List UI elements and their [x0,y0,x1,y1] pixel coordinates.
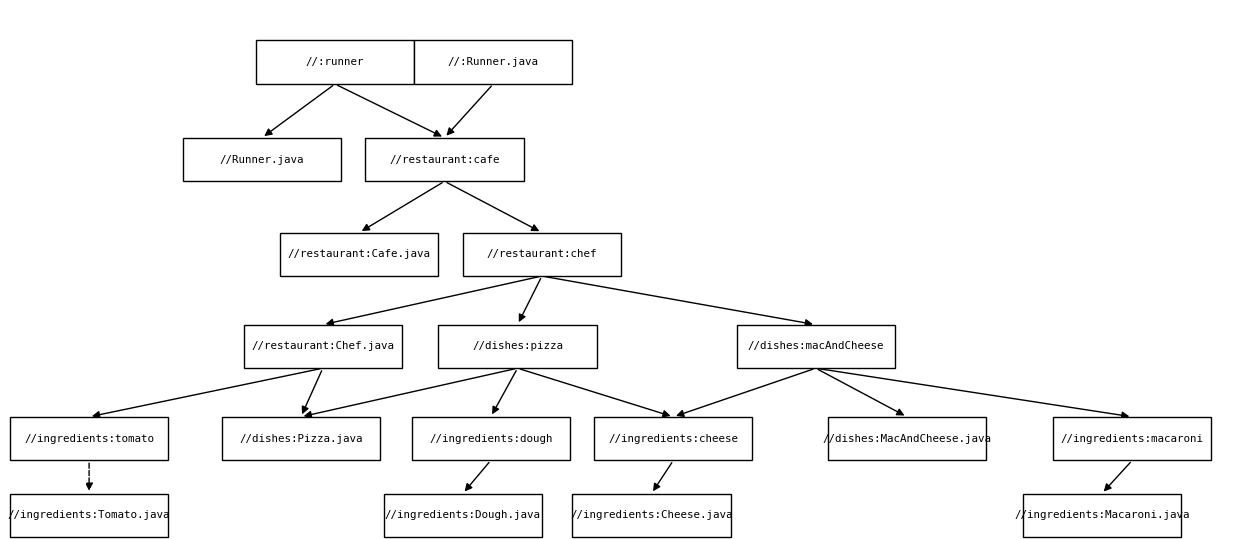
Text: //ingredients:Macaroni.java: //ingredients:Macaroni.java [1013,510,1190,521]
FancyBboxPatch shape [438,324,596,368]
Text: //restaurant:chef: //restaurant:chef [487,249,597,259]
FancyBboxPatch shape [1053,417,1211,460]
FancyBboxPatch shape [384,494,542,537]
Text: //restaurant:Cafe.java: //restaurant:Cafe.java [288,249,431,259]
Text: //dishes:macAndCheese: //dishes:macAndCheese [748,341,884,351]
FancyBboxPatch shape [243,324,402,368]
Text: //ingredients:Dough.java: //ingredients:Dough.java [385,510,540,521]
FancyBboxPatch shape [414,40,573,84]
FancyBboxPatch shape [573,494,730,537]
Text: //restaurant:cafe: //restaurant:cafe [389,155,499,164]
FancyBboxPatch shape [10,417,168,460]
Text: //dishes:Pizza.java: //dishes:Pizza.java [240,433,363,444]
FancyBboxPatch shape [222,417,380,460]
FancyBboxPatch shape [594,417,753,460]
FancyBboxPatch shape [1022,494,1181,537]
FancyBboxPatch shape [828,417,986,460]
FancyBboxPatch shape [463,232,621,276]
Text: //dishes:pizza: //dishes:pizza [472,341,563,351]
Text: //ingredients:Cheese.java: //ingredients:Cheese.java [570,510,733,521]
FancyBboxPatch shape [10,494,168,537]
Text: //ingredients:cheese: //ingredients:cheese [609,433,738,444]
FancyBboxPatch shape [737,324,894,368]
Text: //:runner: //:runner [306,57,364,67]
FancyBboxPatch shape [411,417,570,460]
FancyBboxPatch shape [365,138,524,181]
Text: //ingredients:Tomato.java: //ingredients:Tomato.java [7,510,170,521]
Text: //Runner.java: //Runner.java [220,155,304,164]
Text: //ingredients:macaroni: //ingredients:macaroni [1061,433,1203,444]
Text: //ingredients:dough: //ingredients:dough [428,433,553,444]
Text: //restaurant:Chef.java: //restaurant:Chef.java [251,341,394,351]
Text: //ingredients:tomato: //ingredients:tomato [24,433,154,444]
FancyBboxPatch shape [256,40,414,84]
FancyBboxPatch shape [183,138,342,181]
FancyBboxPatch shape [281,232,438,276]
Text: //:Runner.java: //:Runner.java [447,57,539,67]
Text: //dishes:MacAndCheese.java: //dishes:MacAndCheese.java [822,433,991,444]
